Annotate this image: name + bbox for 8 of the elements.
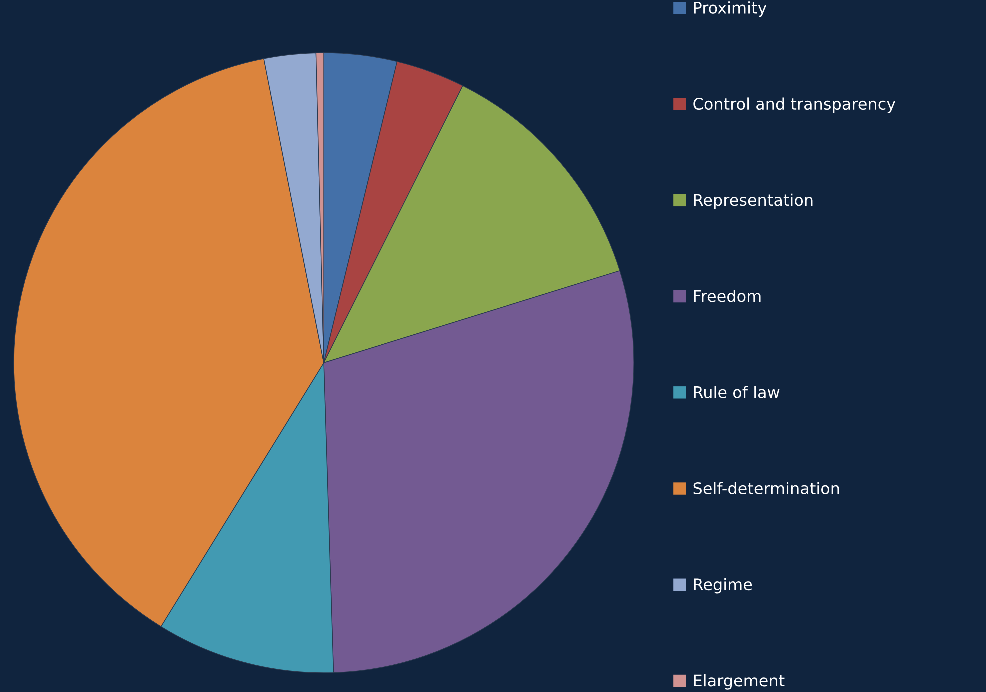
- legend-label: Proximity: [694, 2, 767, 18]
- legend-label: Freedom: [694, 290, 761, 302]
- legend-label: Elargement: [694, 674, 785, 690]
- legend-label: Rule of law: [694, 386, 780, 398]
- legend-label: Self-determination: [694, 482, 840, 495]
- legend-label: Representation: [694, 194, 813, 210]
- legend-label: Regime: [694, 578, 752, 594]
- legend-label: Control and transparency: [694, 98, 896, 114]
